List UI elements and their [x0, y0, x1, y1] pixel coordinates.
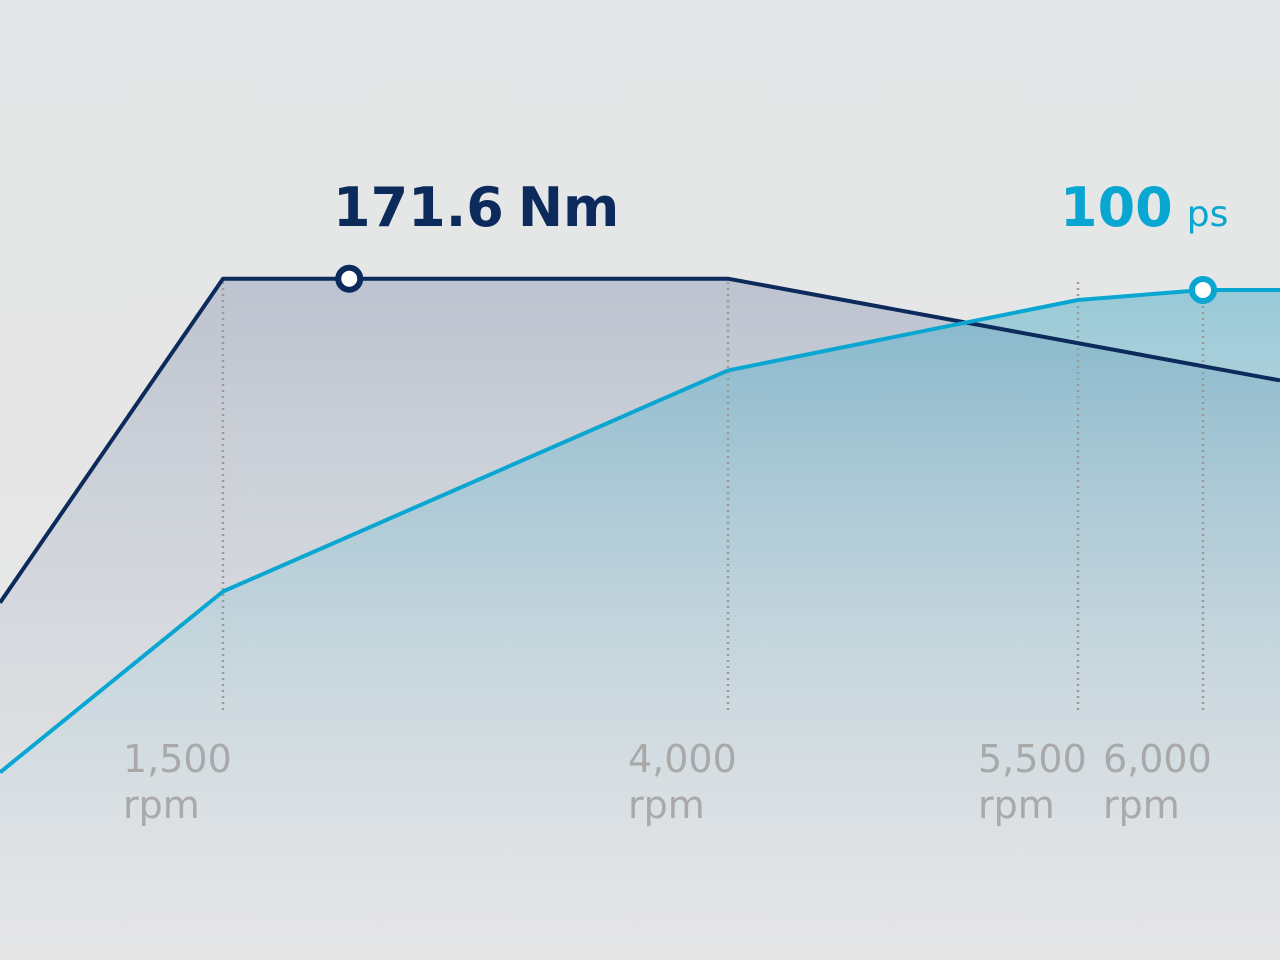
x-tick-unit: rpm: [1103, 783, 1180, 827]
peak-label: 100 ps: [1060, 176, 1228, 239]
peak-unit: Nm: [518, 176, 619, 239]
series-line: [0, 276, 1280, 604]
x-tick-label: 5,500: [978, 737, 1087, 781]
x-tick-unit: rpm: [628, 783, 705, 827]
x-tick-unit: rpm: [978, 783, 1055, 827]
x-tick-label: 6,000: [1103, 737, 1212, 781]
peak-value: 100: [1060, 176, 1173, 239]
peak-unit: ps: [1187, 194, 1229, 235]
x-tick-label: 1,500: [123, 737, 232, 781]
x-tick-unit: rpm: [123, 783, 200, 827]
peak-value: 171.6: [333, 176, 504, 239]
peak-marker: [335, 264, 364, 293]
peak-marker: [1189, 275, 1217, 304]
series-area: [0, 290, 1280, 960]
x-tick-label: 4,000: [628, 737, 737, 781]
peak-label: 171.6 Nm: [333, 176, 619, 239]
